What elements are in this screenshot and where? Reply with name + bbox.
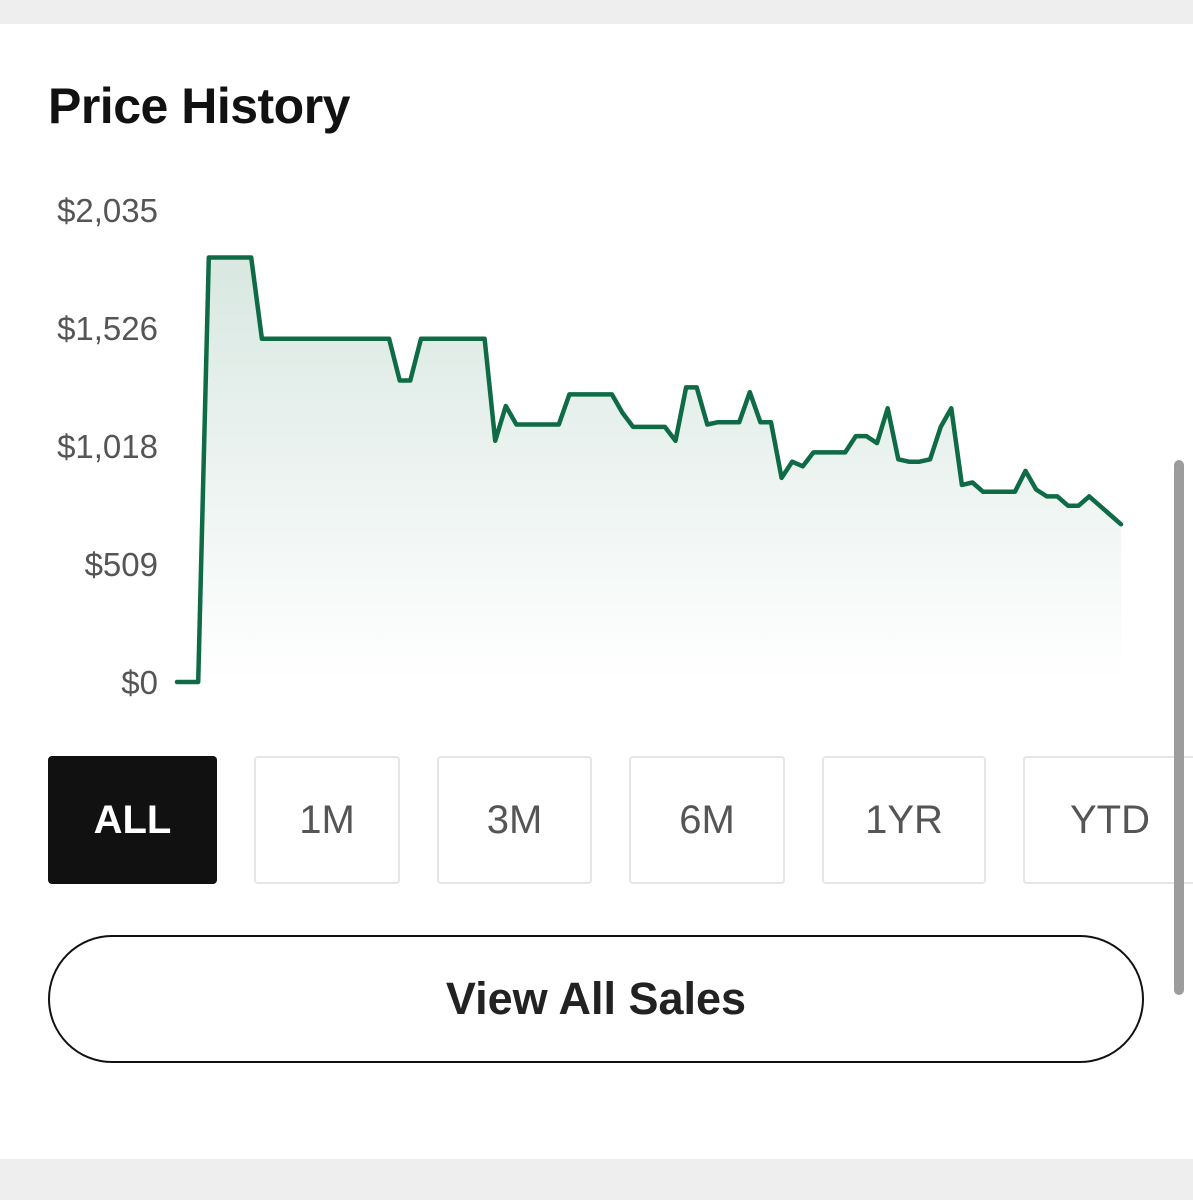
price-line bbox=[174, 255, 1124, 685]
tab-label: 6M bbox=[679, 797, 735, 842]
y-axis-tick-label: $1,018 bbox=[57, 428, 158, 465]
view-all-sales-button[interactable]: View All Sales bbox=[48, 935, 1144, 1063]
tab-label: YTD bbox=[1070, 797, 1150, 842]
tab-label: 1M bbox=[299, 797, 355, 842]
price-history-card: Price History $2,035 $1,526 $1,018 $509 $0 A… bbox=[0, 24, 1193, 1159]
y-axis-tick-label: $1,526 bbox=[57, 310, 158, 347]
time-range-selector: ALL 1M 3M 6M 1YR YTD bbox=[0, 756, 1193, 886]
tab-1m[interactable]: 1M bbox=[254, 756, 400, 884]
tab-ytd[interactable]: YTD bbox=[1023, 756, 1193, 884]
tab-all[interactable]: ALL bbox=[48, 756, 217, 884]
y-axis-tick-label: $0 bbox=[121, 664, 158, 701]
tab-6m[interactable]: 6M bbox=[629, 756, 785, 884]
price-history-chart: $2,035 $1,526 $1,018 $509 $0 bbox=[57, 192, 1124, 701]
y-axis-tick-label: $2,035 bbox=[57, 192, 158, 229]
scrollbar[interactable] bbox=[1174, 460, 1184, 995]
tab-label: 3M bbox=[486, 797, 543, 842]
tab-3m[interactable]: 3M bbox=[437, 756, 592, 884]
tab-label: 1YR bbox=[865, 797, 943, 842]
section-title: Price History bbox=[48, 78, 350, 134]
tab-label: ALL bbox=[93, 797, 172, 842]
tab-1yr[interactable]: 1YR bbox=[822, 756, 986, 884]
view-all-sales-label: View All Sales bbox=[445, 973, 747, 1024]
y-axis-tick-label: $509 bbox=[85, 546, 158, 583]
price-area bbox=[198, 257, 1121, 682]
